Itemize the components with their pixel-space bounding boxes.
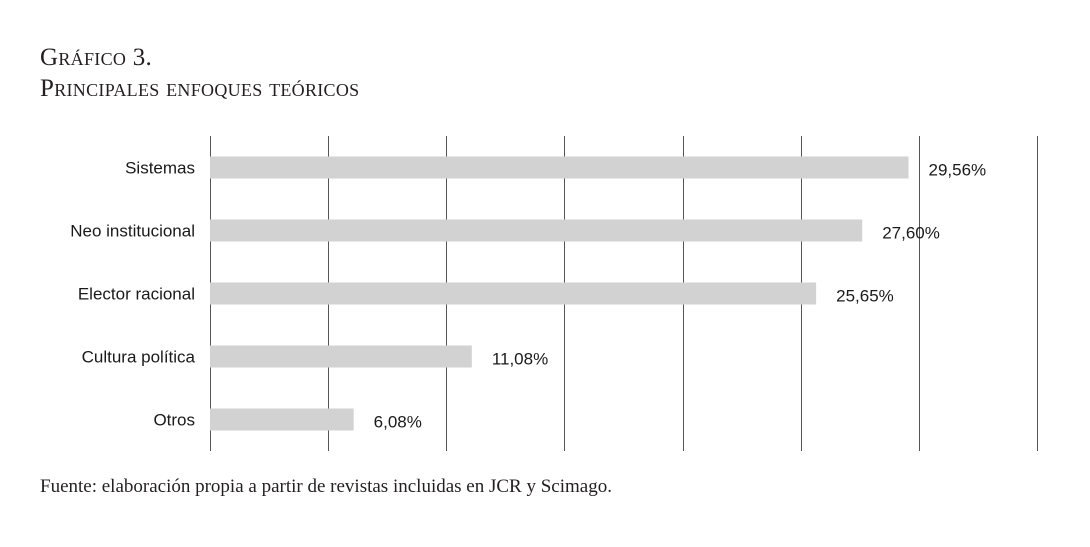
figure-number: Gráfico 3. bbox=[40, 44, 153, 71]
category-label: Otros bbox=[153, 411, 195, 430]
bar-3 bbox=[210, 345, 472, 368]
value-label: 6,08% bbox=[374, 413, 422, 432]
value-label: 11,08% bbox=[492, 350, 548, 369]
figure-title: Gráfico 3. Principales enfoques teóricos bbox=[40, 42, 359, 104]
figure-caption: Principales enfoques teóricos bbox=[40, 75, 360, 102]
bars bbox=[210, 156, 909, 431]
bar-2 bbox=[210, 282, 817, 305]
value-label: 29,56% bbox=[929, 161, 987, 180]
value-label: 27,60% bbox=[882, 224, 940, 243]
category-label: Cultura política bbox=[82, 348, 196, 367]
category-label: Elector racional bbox=[78, 285, 195, 304]
labels: Sistemas 29,56% Neo institucional 27,60% Ele… bbox=[70, 159, 986, 432]
value-label: 25,65% bbox=[836, 287, 894, 306]
bar-4 bbox=[210, 408, 354, 431]
bar-0 bbox=[210, 156, 909, 179]
category-label: Neo institucional bbox=[70, 222, 195, 241]
bar-1 bbox=[210, 219, 863, 242]
category-label: Sistemas bbox=[125, 159, 195, 178]
figure-source: Fuente: elaboración propia a partir de r… bbox=[40, 476, 612, 497]
